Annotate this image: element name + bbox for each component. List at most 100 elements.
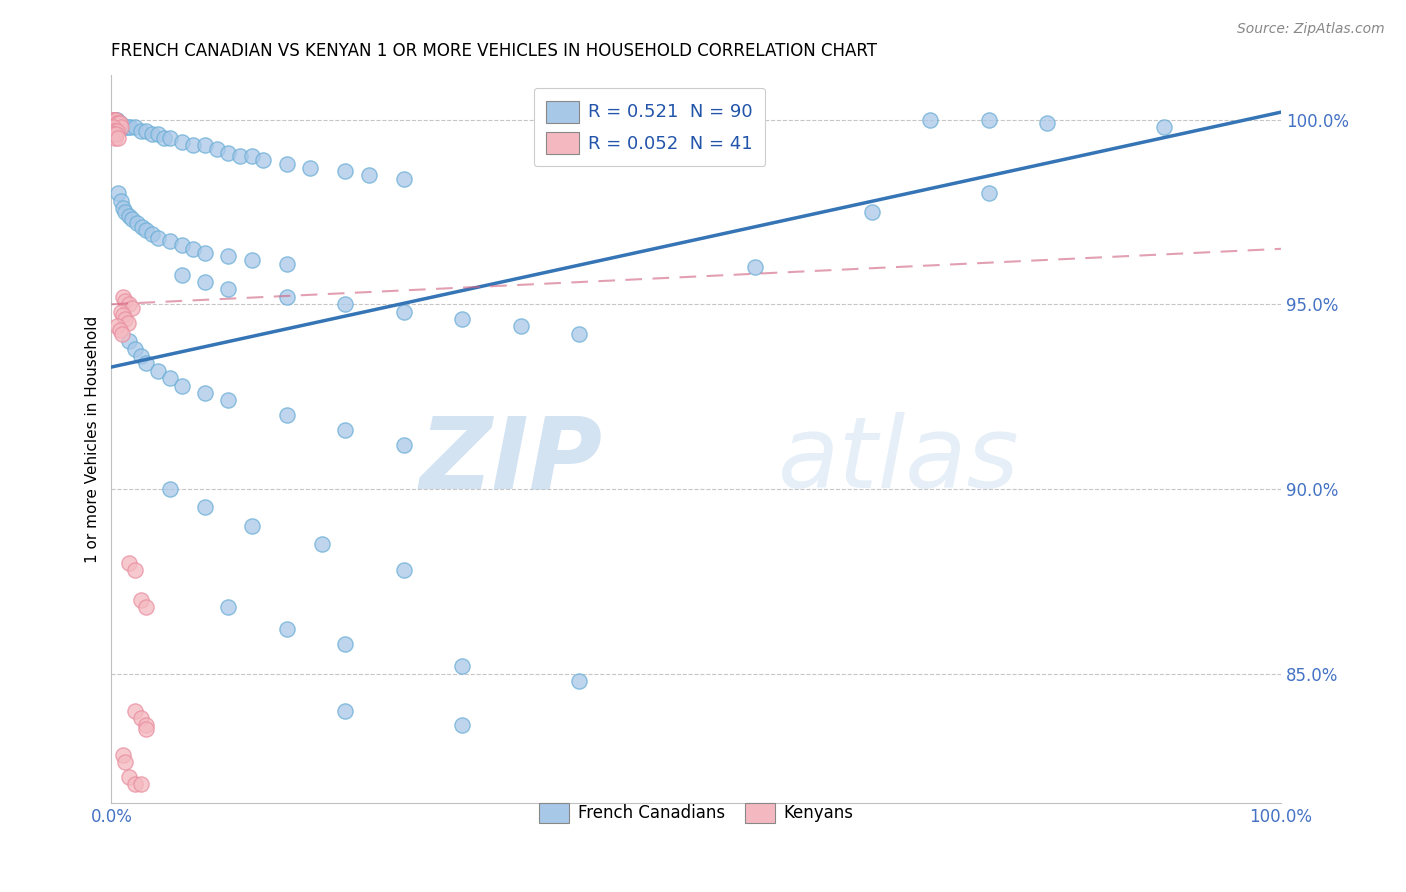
Text: Source: ZipAtlas.com: Source: ZipAtlas.com — [1237, 22, 1385, 37]
Point — [229, 149, 252, 163]
Point — [121, 212, 143, 227]
Point — [153, 131, 176, 145]
Point — [104, 112, 127, 127]
Point — [1036, 116, 1059, 130]
Point — [108, 116, 131, 130]
Point — [131, 219, 153, 234]
Point — [114, 293, 136, 308]
Point — [217, 145, 239, 160]
Point — [920, 112, 942, 127]
Point — [159, 131, 181, 145]
Point — [194, 275, 217, 289]
Point — [170, 378, 193, 392]
Point — [335, 704, 357, 718]
Y-axis label: 1 or more Vehicles in Household: 1 or more Vehicles in Household — [86, 316, 100, 563]
Point — [108, 116, 131, 130]
Point — [105, 319, 128, 334]
Point — [170, 268, 193, 282]
Point — [311, 537, 333, 551]
Point — [118, 334, 141, 348]
Point — [105, 112, 128, 127]
Point — [194, 385, 217, 400]
Point — [299, 161, 322, 175]
Point — [1153, 120, 1175, 134]
Point — [103, 112, 125, 127]
Point — [181, 242, 204, 256]
Point — [105, 112, 128, 127]
Point — [118, 209, 141, 223]
Point — [860, 205, 883, 219]
Point — [977, 112, 1000, 127]
Point — [101, 116, 124, 130]
Point — [114, 756, 136, 770]
Point — [107, 131, 129, 145]
Point — [118, 297, 141, 311]
Point — [141, 128, 163, 142]
Point — [141, 227, 163, 241]
Point — [135, 722, 157, 736]
Point — [276, 257, 298, 271]
Point — [977, 186, 1000, 201]
Point — [114, 205, 136, 219]
Point — [101, 112, 124, 127]
Point — [114, 120, 136, 134]
Point — [240, 252, 263, 267]
Point — [120, 120, 142, 134]
Point — [276, 290, 298, 304]
Point — [217, 283, 239, 297]
Point — [357, 168, 380, 182]
Point — [335, 164, 357, 178]
Point — [103, 123, 125, 137]
Point — [170, 135, 193, 149]
Point — [117, 120, 139, 134]
Point — [159, 371, 181, 385]
Point — [110, 194, 132, 208]
Text: FRENCH CANADIAN VS KENYAN 1 OR MORE VEHICLES IN HOUSEHOLD CORRELATION CHART: FRENCH CANADIAN VS KENYAN 1 OR MORE VEHI… — [111, 42, 877, 60]
Point — [509, 319, 531, 334]
Point — [124, 704, 146, 718]
Text: atlas: atlas — [778, 412, 1019, 509]
Point — [101, 120, 124, 134]
Point — [217, 600, 239, 615]
Point — [129, 123, 152, 137]
Point — [135, 600, 157, 615]
Point — [105, 128, 128, 142]
Point — [276, 623, 298, 637]
Point — [112, 201, 135, 215]
Point — [240, 519, 263, 533]
Point — [392, 563, 415, 577]
Point — [110, 120, 132, 134]
Point — [159, 482, 181, 496]
Point — [568, 674, 591, 689]
Point — [451, 312, 474, 326]
Point — [104, 116, 127, 130]
Point — [148, 231, 170, 245]
Point — [170, 238, 193, 252]
Point — [105, 123, 128, 137]
Point — [159, 235, 181, 249]
Point — [108, 323, 131, 337]
Point — [127, 216, 149, 230]
Point — [107, 116, 129, 130]
Point — [110, 120, 132, 134]
Point — [114, 312, 136, 326]
Point — [205, 142, 228, 156]
Point — [112, 309, 135, 323]
Point — [104, 112, 127, 127]
Point — [124, 777, 146, 791]
Point — [129, 711, 152, 725]
Point — [103, 112, 125, 127]
Point — [568, 326, 591, 341]
Point — [117, 316, 139, 330]
Point — [112, 120, 135, 134]
Point — [104, 131, 127, 145]
Point — [135, 718, 157, 732]
Point — [124, 563, 146, 577]
Point — [194, 138, 217, 153]
Point — [217, 393, 239, 408]
Point — [129, 777, 152, 791]
Point — [335, 423, 357, 437]
Point — [121, 301, 143, 315]
Point — [148, 364, 170, 378]
Point — [129, 592, 152, 607]
